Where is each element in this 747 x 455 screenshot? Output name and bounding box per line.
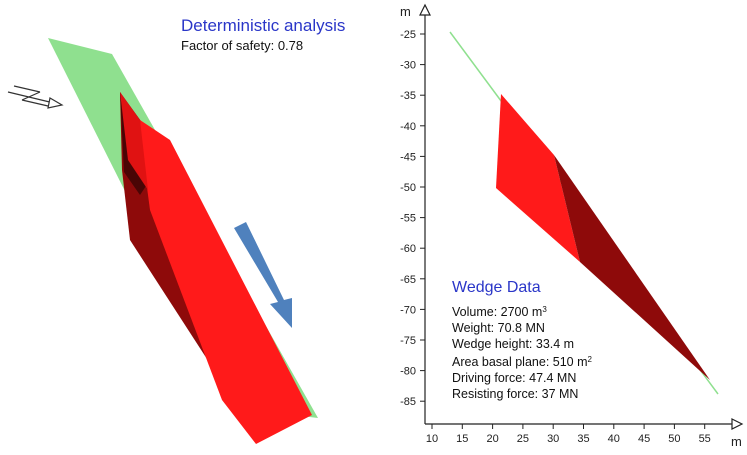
x-tick-label: 35 <box>577 433 589 445</box>
driving-row: Driving force: 47.4 MN <box>452 370 632 386</box>
volume-value: 2700 m <box>500 305 543 319</box>
resisting-row: Resisting force: 37 MN <box>452 386 632 402</box>
area-row: Area basal plane: 510 m2 <box>452 352 632 370</box>
y-tick-label: -50 <box>400 182 416 194</box>
driving-value: 47.4 MN <box>529 371 577 385</box>
y-tick-label: -35 <box>400 90 416 102</box>
factor-of-safety: Factor of safety: 0.78 <box>181 38 303 53</box>
area-label: Area basal plane: <box>452 355 550 369</box>
y-tick-label: -30 <box>400 60 416 72</box>
y-tick-label: -65 <box>400 274 416 286</box>
x-tick-label: 10 <box>426 433 438 445</box>
section-red-face <box>496 94 580 262</box>
y-tick-label: -85 <box>400 396 416 408</box>
x-tick-label: 30 <box>547 433 559 445</box>
wedge-data-title: Wedge Data <box>452 279 541 296</box>
x-tick-label: 50 <box>668 433 680 445</box>
height-label: Wedge height: <box>452 337 533 351</box>
wedge-red-face <box>140 120 312 444</box>
y-tick-label: -80 <box>400 366 416 378</box>
y-tick-label: -70 <box>400 304 416 316</box>
y-tick-label: -60 <box>400 243 416 255</box>
weight-label: Weight: <box>452 321 495 335</box>
y-tick-label: -75 <box>400 335 416 347</box>
driving-label: Driving force: <box>452 371 526 385</box>
x-tick-label: 55 <box>699 433 711 445</box>
wedge-data-panel: Wedge Data Volume: 2700 m3 Weight: 70.8 … <box>452 279 632 402</box>
volume-label: Volume: <box>452 305 498 319</box>
y-unit: m <box>400 4 411 19</box>
x-unit: m <box>731 434 742 449</box>
section-dark-face <box>554 155 710 380</box>
y-tick-label: -55 <box>400 213 416 225</box>
weight-value: 70.8 MN <box>497 321 545 335</box>
y-tick-label: -40 <box>400 121 416 133</box>
area-exponent: 2 <box>587 355 592 364</box>
height-value: 33.4 m <box>535 337 575 351</box>
y-tick-label: -25 <box>400 29 416 41</box>
resisting-value: 37 MN <box>541 387 579 401</box>
x-tick-label: 45 <box>638 433 650 445</box>
x-tick-label: 20 <box>486 433 498 445</box>
factor-label: Factor of safety: <box>181 38 275 53</box>
area-value: 510 m <box>552 355 588 369</box>
weight-row: Weight: 70.8 MN <box>452 320 632 336</box>
x-tick-label: 25 <box>517 433 529 445</box>
wedge-red-side <box>120 92 148 190</box>
y-tick-label: -45 <box>400 151 416 163</box>
resisting-label: Resisting force: <box>452 387 539 401</box>
height-row: Wedge height: 33.4 m <box>452 336 632 352</box>
deterministic-title: Deterministic analysis <box>181 16 346 35</box>
north-arrow-icon <box>7 85 64 109</box>
x-tick-label: 40 <box>608 433 620 445</box>
volume-row: Volume: 2700 m3 <box>452 302 632 320</box>
slide-direction-arrow-icon <box>234 222 292 328</box>
factor-value: 0.78 <box>277 38 304 53</box>
x-axis-arrow-icon <box>731 418 744 430</box>
volume-exponent: 3 <box>542 305 547 314</box>
x-tick-label: 15 <box>456 433 468 445</box>
y-axis-arrow-icon <box>419 3 431 16</box>
